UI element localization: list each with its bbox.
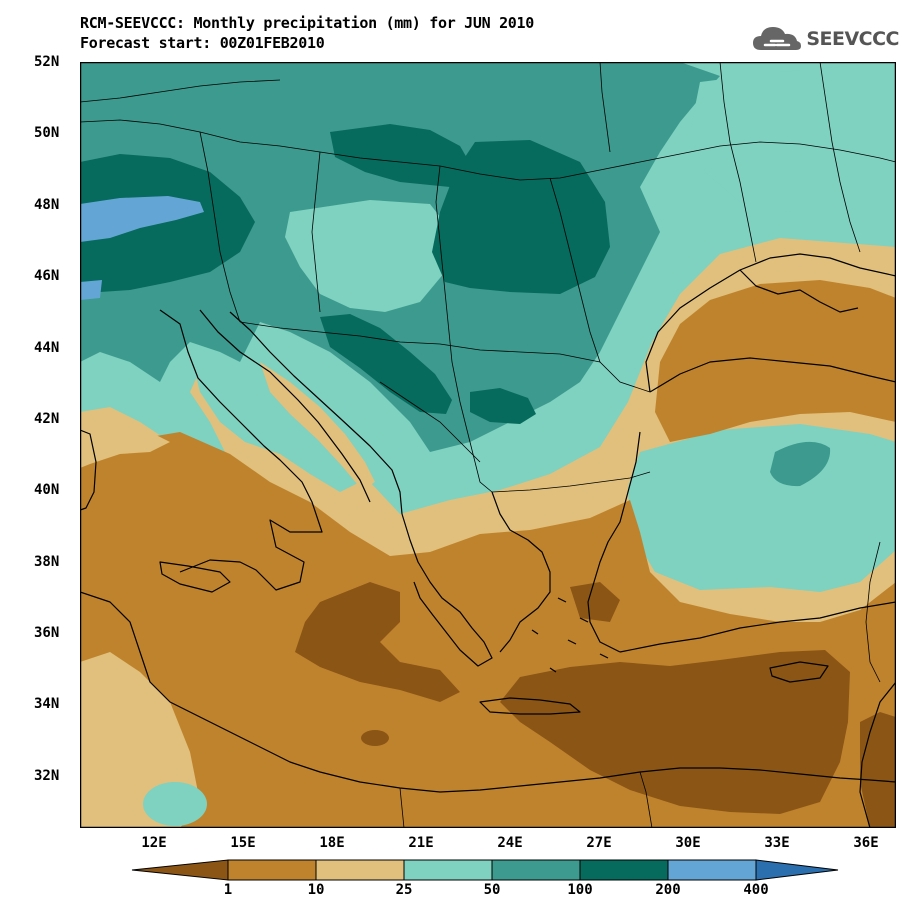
- precipitation-map: [80, 62, 896, 828]
- precip-band-25-50-pannonia: [285, 200, 452, 312]
- turkey-north-coast: [649, 357, 896, 393]
- forecast-start-label: Forecast start: 00Z01FEB2010: [80, 34, 325, 52]
- colorbar-label-400: 400: [743, 882, 769, 898]
- colorbar-label-10: 10: [307, 882, 325, 898]
- cyprus-coastline: [769, 661, 829, 683]
- turkey-south-coast: [619, 601, 896, 653]
- north-africa-coast: [80, 591, 896, 793]
- sicily-coastline: [159, 561, 231, 593]
- precip-band-lt1-aegean: [570, 582, 620, 622]
- lon-label-24E: 24E: [497, 835, 523, 851]
- precip-band-100-200-romania: [432, 140, 610, 294]
- colorbar-segment-100-200: [579, 859, 669, 881]
- lon-label-12E: 12E: [141, 835, 167, 851]
- lat-label-50N: 50N: [34, 125, 60, 141]
- seevccc-logo: SEEVCCC: [751, 24, 899, 54]
- lat-label-44N: 44N: [34, 340, 60, 356]
- lat-label-32N: 32N: [34, 768, 60, 784]
- lat-label-38N: 38N: [34, 554, 60, 570]
- lat-label-48N: 48N: [34, 197, 60, 213]
- precip-band-25-50-romania-east: [690, 62, 896, 220]
- precip-band-10-25-adriatic: [260, 362, 375, 490]
- logo-text: SEEVCCC: [806, 28, 899, 50]
- aegean-islands: [531, 597, 609, 673]
- turkey-west-coast: [587, 431, 641, 653]
- colorbar-label-100: 100: [567, 882, 593, 898]
- lon-label-15E: 15E: [230, 835, 256, 851]
- precip-band-100-200-carpathians: [330, 124, 475, 187]
- lon-label-30E: 30E: [675, 835, 701, 851]
- colorbar-segment-25-50: [403, 859, 493, 881]
- lon-label-18E: 18E: [319, 835, 345, 851]
- sardinia-coastline: [80, 429, 97, 511]
- precip-band-25-50-southern-italy: [190, 352, 360, 492]
- colorbar-segment-below-1: [131, 859, 229, 881]
- colorbar-segment-50-100: [491, 859, 581, 881]
- lat-label-34N: 34N: [34, 696, 60, 712]
- colorbar-segment-1-10: [227, 859, 317, 881]
- lon-label-33E: 33E: [764, 835, 790, 851]
- precip-band-100-200-balkans: [470, 388, 536, 424]
- lat-label-36N: 36N: [34, 625, 60, 641]
- balkan-adriatic-coast: [229, 311, 403, 515]
- precip-band-25-50-libya-core: [143, 782, 207, 826]
- italy-coastline: [159, 309, 323, 591]
- precip-band-lt1-levant: [860, 712, 896, 828]
- colorbar-label-25: 25: [395, 882, 413, 898]
- italy-east-coast: [199, 309, 371, 503]
- precip-band-25-50-anatolia: [628, 424, 896, 592]
- colorbar: [131, 859, 839, 881]
- precip-band-lt1-east-med: [500, 650, 850, 814]
- colorbar-segment-10-25: [315, 859, 405, 881]
- chart-title: RCM-SEEVCCC: Monthly precipitation (mm) …: [80, 14, 535, 32]
- precip-band-200-400-alps-west: [80, 280, 102, 300]
- precip-band-lt1-ionian: [295, 582, 460, 702]
- lat-label-40N: 40N: [34, 482, 60, 498]
- greece-coastline: [401, 513, 493, 667]
- lon-label-36E: 36E: [853, 835, 879, 851]
- precip-band-10-25-lower-balkans: [400, 482, 620, 540]
- colorbar-segment-above-400: [755, 859, 839, 881]
- precip-band-200-400-alps: [80, 196, 204, 242]
- coastlines: [80, 253, 896, 828]
- crimea-coastline: [739, 269, 859, 313]
- colorbar-label-50: 50: [483, 882, 501, 898]
- colorbar-segment-200-400: [667, 859, 757, 881]
- lat-label-46N: 46N: [34, 268, 60, 284]
- lon-label-27E: 27E: [586, 835, 612, 851]
- precip-band-10-25-sardinia: [80, 412, 170, 468]
- precip-band-100-200-alps: [80, 154, 255, 294]
- lon-label-21E: 21E: [408, 835, 434, 851]
- country-borders: [80, 62, 896, 828]
- lat-label-52N: 52N: [34, 54, 60, 70]
- precip-band-50-100-anatolia: [770, 441, 831, 487]
- precip-band-100-200-dinaric: [320, 314, 452, 414]
- greece-east-coast: [491, 491, 551, 653]
- colorbar-label-1: 1: [223, 882, 233, 898]
- cloud-icon: [753, 27, 802, 50]
- lat-label-42N: 42N: [34, 411, 60, 427]
- crete-coastline: [479, 697, 581, 715]
- colorbar-label-200: 200: [655, 882, 681, 898]
- levant-coast: [859, 681, 896, 828]
- precip-band-lt1-spot: [361, 730, 389, 746]
